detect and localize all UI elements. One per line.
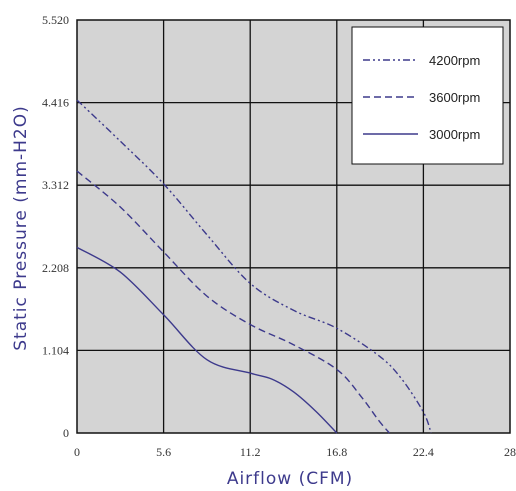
x-axis-title: Airflow (CFM) <box>227 469 353 489</box>
legend-label: 4200rpm <box>429 53 480 68</box>
x-tick-label: 5.6 <box>156 445 171 459</box>
x-tick-label: 0 <box>74 445 80 459</box>
y-tick-label: 2.208 <box>42 261 69 275</box>
x-tick-labels: 0 5.6 11.2 16.8 22.4 28 <box>74 445 516 459</box>
x-tick-label: 22.4 <box>413 445 434 459</box>
y-tick-label: 3.312 <box>42 178 69 192</box>
y-tick-label: 4.416 <box>42 96 69 110</box>
series-line-3600rpm <box>76 170 390 434</box>
legend-label: 3000rpm <box>429 127 480 142</box>
series-line-3000rpm <box>76 246 338 434</box>
y-tick-label: 5.520 <box>42 13 69 27</box>
y-tick-label: 1.104 <box>42 343 69 357</box>
y-tick-label: 0 <box>63 426 69 440</box>
y-tick-labels: 0 1.104 2.208 3.312 4.416 5.520 <box>42 13 69 440</box>
series-line-4200rpm <box>76 99 432 434</box>
y-axis-title: Static Pressure (mm-H2O) <box>11 105 31 351</box>
legend-box <box>351 26 504 165</box>
x-tick-label: 28 <box>504 445 516 459</box>
x-tick-label: 16.8 <box>326 445 347 459</box>
legend-label: 3600rpm <box>429 90 480 105</box>
x-tick-label: 11.2 <box>240 445 261 459</box>
plot-border <box>76 19 511 434</box>
legend: 4200rpm 3600rpm 3000rpm <box>351 26 504 165</box>
series-lines <box>76 99 432 434</box>
